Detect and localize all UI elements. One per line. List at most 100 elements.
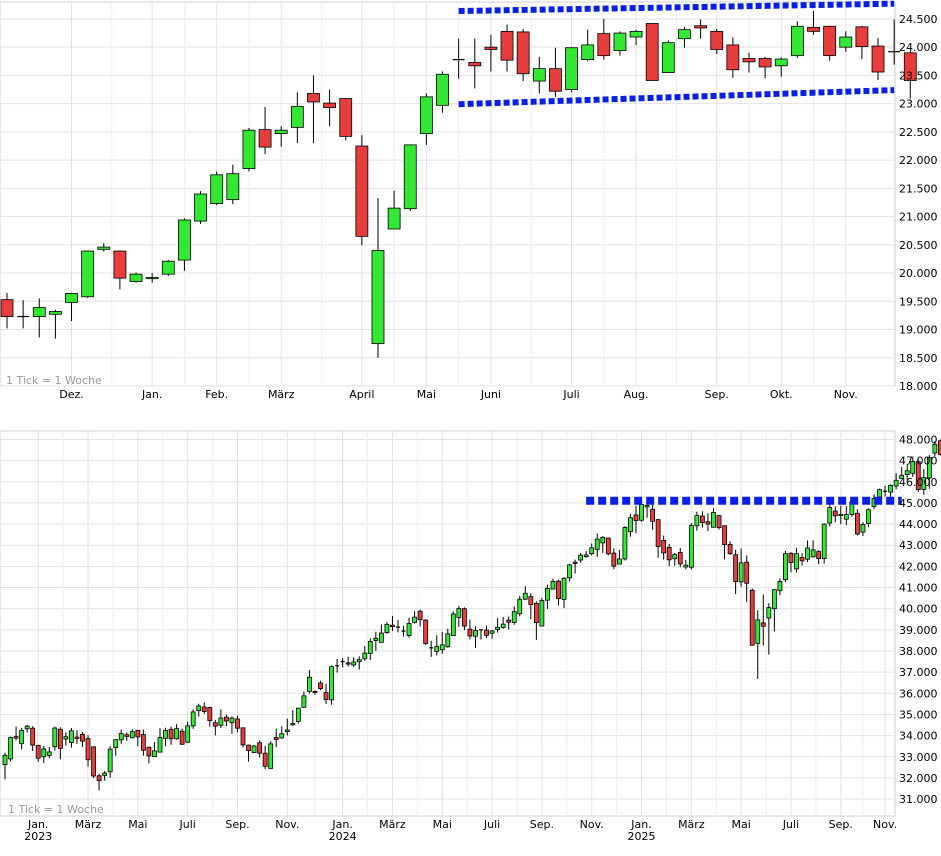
candle-body-down [484, 46, 498, 50]
candle-body-up [774, 58, 788, 67]
candle [403, 144, 417, 211]
candle [378, 624, 384, 643]
candle [210, 171, 224, 206]
candle [63, 732, 69, 746]
candle-body-down [484, 629, 489, 636]
candles-bottom [2, 439, 941, 791]
candle [65, 292, 78, 322]
candle-body-up [190, 711, 196, 727]
candle-body-up [24, 725, 30, 730]
candle [611, 548, 617, 570]
candle-body-down [742, 58, 756, 63]
candle-body-down [832, 510, 838, 517]
candle-body-down [262, 752, 268, 767]
y-tick-label: 48.000 [899, 433, 938, 446]
candle-body-down [13, 736, 19, 739]
candle-body-down [760, 622, 766, 627]
candle [140, 729, 146, 756]
candle-body-up [445, 633, 451, 648]
candle [412, 611, 417, 624]
candle-body-up [628, 517, 633, 533]
x-tick-label: Juni [480, 388, 501, 401]
y-tick-label: 46.000 [899, 476, 938, 489]
candle-body-up [921, 477, 927, 490]
grid-bottom [0, 431, 895, 816]
candle-body-up [500, 623, 506, 628]
candle [688, 523, 694, 570]
candle [677, 547, 683, 568]
candle [387, 190, 401, 230]
candle-body-up [578, 554, 584, 561]
candle-body-down [749, 589, 755, 646]
candle-body-up [899, 474, 905, 479]
candle [838, 505, 844, 525]
candle [284, 718, 290, 736]
candle-body-up [589, 547, 595, 555]
candle [307, 75, 320, 144]
candle-body-up [893, 479, 899, 487]
candle [597, 18, 611, 60]
candle-body-up [629, 30, 643, 38]
candle-body-down [113, 250, 127, 279]
y-axis-bottom: 31.000 32.000 33.000 34.000 35.000 36.000 37.0… [899, 433, 938, 806]
candle [24, 724, 30, 733]
candle [185, 721, 191, 744]
candle [613, 31, 627, 56]
candle-body-down [506, 619, 512, 623]
candle [600, 536, 606, 554]
candle [581, 29, 595, 62]
candle [549, 47, 562, 97]
candle [124, 732, 130, 741]
candle-body-down [556, 580, 561, 599]
candle-body-up [290, 723, 296, 726]
candle [0, 292, 14, 329]
candle-body-down [258, 129, 272, 148]
x-tick-label: Sep. [705, 388, 729, 401]
y-tick-label: 20.500 [899, 239, 938, 252]
candle-body-up [351, 661, 357, 666]
candle [644, 503, 650, 518]
candle-body-up [532, 68, 546, 82]
candle-body-down [722, 525, 727, 545]
candle [628, 513, 633, 537]
candle [32, 298, 46, 338]
candle-body-down [716, 515, 722, 529]
candle [450, 611, 456, 636]
candle [827, 503, 833, 527]
candle-body-up [616, 558, 622, 565]
candle-body-up [274, 129, 288, 134]
candle-body-down [666, 546, 672, 561]
candle [760, 594, 766, 646]
candle [661, 40, 675, 74]
candle [46, 746, 52, 759]
candle-body-down [35, 744, 41, 759]
candle-body-down [124, 734, 130, 737]
candle-body-down [0, 299, 14, 317]
y-tick-label: 35.000 [899, 708, 938, 721]
candle [738, 548, 744, 587]
candle-body-up [639, 504, 644, 521]
candle [766, 603, 772, 655]
candle [823, 25, 837, 61]
candle [30, 726, 36, 752]
candle [318, 680, 323, 691]
x-tick-label: März [75, 818, 102, 831]
candle-body-up [41, 748, 47, 758]
x-tick-label: Nov. [873, 818, 897, 831]
y-tick-label: 41.000 [899, 582, 938, 595]
candle-body-up [412, 616, 417, 623]
candle [301, 691, 307, 708]
candle-body-down [355, 145, 369, 237]
candle-body-up [777, 581, 783, 592]
candle [226, 164, 240, 205]
candle-body-down [516, 31, 530, 75]
y-tick-label: 23.000 [899, 98, 938, 111]
candle-body-down [467, 628, 473, 637]
trend-channel [458, 0, 895, 108]
x-tick-label: 2023 [24, 830, 52, 843]
candle-body-down [146, 746, 152, 757]
candle-body-down [854, 512, 860, 535]
candle-body-up [910, 461, 916, 474]
candle-body-down [816, 551, 822, 559]
weekly-candlestick-panel-bottom: 31.000 32.000 33.000 34.000 35.000 36.000 37.0… [0, 430, 941, 843]
